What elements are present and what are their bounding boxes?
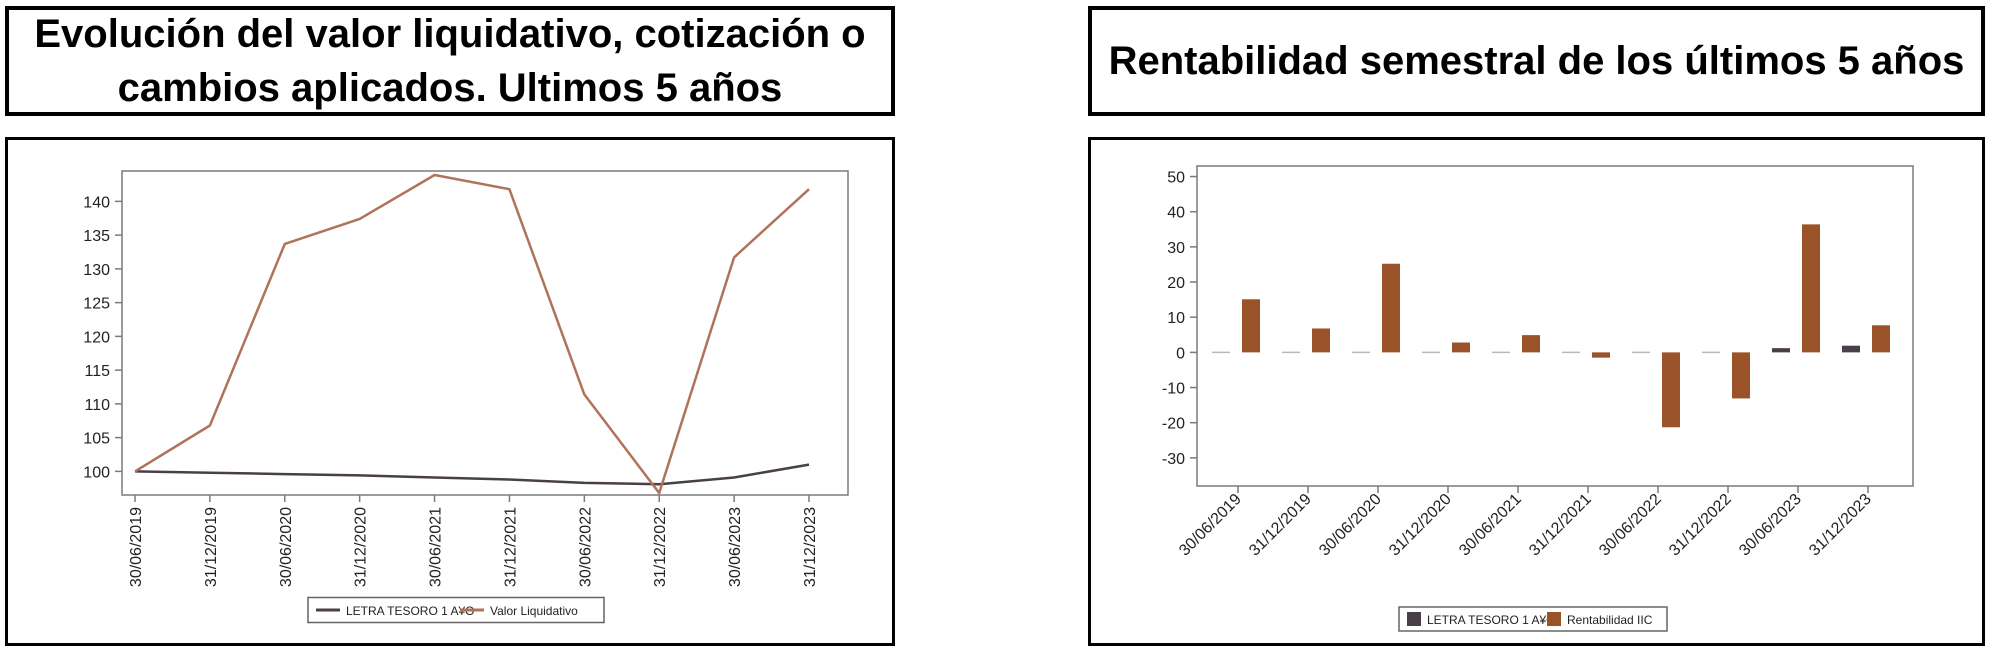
y-tick-label: 130 [83, 262, 110, 279]
fund-bar [1802, 224, 1820, 353]
y-tick-label: 120 [83, 329, 110, 346]
legend-box [307, 596, 605, 624]
y-tick-label: 125 [83, 296, 110, 313]
x-tick-label: 31/12/2023 [1806, 491, 1875, 560]
fund-bar [1242, 299, 1260, 353]
fund-bar [1312, 328, 1330, 353]
x-tick-label: 30/06/2020 [1316, 491, 1385, 560]
fund-bar [1522, 335, 1540, 353]
benchmark-bar [1702, 351, 1720, 354]
fund-bar [1732, 352, 1750, 399]
fund-bar [1592, 352, 1610, 358]
x-tick-label: 31/12/2023 [802, 507, 819, 587]
fund-bar [1662, 352, 1680, 428]
fund-bar [1452, 342, 1470, 353]
line-chart-title-line1: Evolución del valor liquidativo, cotizac… [34, 12, 866, 56]
legend-label-fund: Valor Liquidativo [490, 604, 578, 618]
benchmark-bar [1212, 351, 1230, 354]
x-tick-label: 30/06/2022 [1596, 491, 1665, 560]
x-tick-label: 31/12/2020 [353, 507, 370, 587]
x-tick-label: 30/06/2019 [1176, 491, 1245, 560]
legend-swatch-fund [1547, 612, 1561, 626]
x-tick-label: 31/12/2022 [1666, 491, 1735, 560]
x-tick-label: 30/06/2022 [577, 507, 594, 587]
x-tick-label: 30/06/2021 [1456, 491, 1525, 560]
x-tick-label: 30/06/2021 [428, 507, 445, 587]
bar-chart-title: Rentabilidad semestral de los últimos 5 … [1108, 39, 1965, 83]
benchmark-bar [1632, 351, 1650, 354]
plot-area [1196, 165, 1914, 487]
benchmark-bar [1422, 351, 1440, 354]
line-chart: 100 105 110 115 120 125 130 135 140 30/06/2019 31/… [83, 170, 849, 624]
fund-series-line [134, 173, 810, 495]
x-tick-label: 31/12/2021 [1526, 491, 1595, 560]
x-tick-label: 30/06/2020 [278, 507, 295, 587]
x-tick-label: 30/06/2023 [1736, 491, 1805, 560]
y-tick-label: -10 [1162, 381, 1185, 398]
benchmark-bar [1282, 351, 1300, 354]
x-tick-label: 31/12/2019 [203, 507, 220, 587]
line-chart-title-line2: cambios aplicados. Ultimos 5 años [117, 66, 783, 110]
x-tick-label: 31/12/2020 [1386, 491, 1455, 560]
y-tick-label: 100 [83, 464, 110, 481]
benchmark-bar [1562, 351, 1580, 354]
line-chart-title: Evolución del valor liquidativo, cotizac… [34, 7, 865, 115]
fund-bar [1872, 325, 1890, 353]
x-tick-label: 31/12/2019 [1246, 491, 1315, 560]
y-tick-label: -20 [1162, 416, 1185, 433]
y-tick-label: 50 [1167, 170, 1185, 187]
plot-area [121, 170, 849, 496]
bar-chart-panel: -30 -20 -10 0 10 20 30 40 50 30/06/2019 31/12/2019… [1088, 137, 1985, 646]
y-tick-label: -30 [1162, 451, 1185, 468]
x-tick-label: 30/06/2019 [128, 507, 145, 587]
benchmark-bar [1352, 351, 1370, 354]
y-tick-label: 115 [84, 363, 110, 380]
legend-label-fund: Rentabilidad IIC [1567, 613, 1653, 627]
y-tick-label: 105 [83, 431, 110, 448]
legend-swatch-benchmark [1407, 612, 1421, 626]
benchmark-bar [1842, 345, 1860, 353]
legend-label-benchmark: LETRA TESORO 1 A¥O [346, 604, 475, 618]
y-tick-label: 140 [83, 194, 110, 211]
bar-chart: -30 -20 -10 0 10 20 30 40 50 30/06/2019 31/12/2019… [1162, 165, 1914, 632]
y-tick-label: 30 [1167, 240, 1185, 257]
y-tick-label: 10 [1167, 310, 1185, 327]
line-chart-title-box: Evolución del valor liquidativo, cotizac… [5, 6, 895, 116]
legend-box [1398, 606, 1668, 632]
x-tick-label: 30/06/2023 [727, 507, 744, 587]
legend-label-benchmark: LETRA TESORO 1 A¥O [1427, 613, 1556, 627]
benchmark-bar [1492, 351, 1510, 354]
benchmark-series-line [134, 463, 810, 486]
y-tick-label: 20 [1167, 275, 1185, 292]
x-tick-label: 31/12/2022 [652, 507, 669, 587]
fund-bar [1382, 263, 1400, 353]
benchmark-bar [1772, 348, 1790, 353]
y-tick-label: 110 [84, 397, 110, 414]
x-tick-label: 31/12/2021 [502, 507, 519, 587]
line-chart-panel: 100 105 110 115 120 125 130 135 140 30/06/2019 31/… [5, 137, 895, 646]
y-tick-label: 135 [83, 228, 110, 245]
bar-chart-title-box: Rentabilidad semestral de los últimos 5 … [1088, 6, 1985, 116]
y-tick-label: 0 [1176, 345, 1185, 362]
y-tick-label: 40 [1167, 205, 1185, 222]
